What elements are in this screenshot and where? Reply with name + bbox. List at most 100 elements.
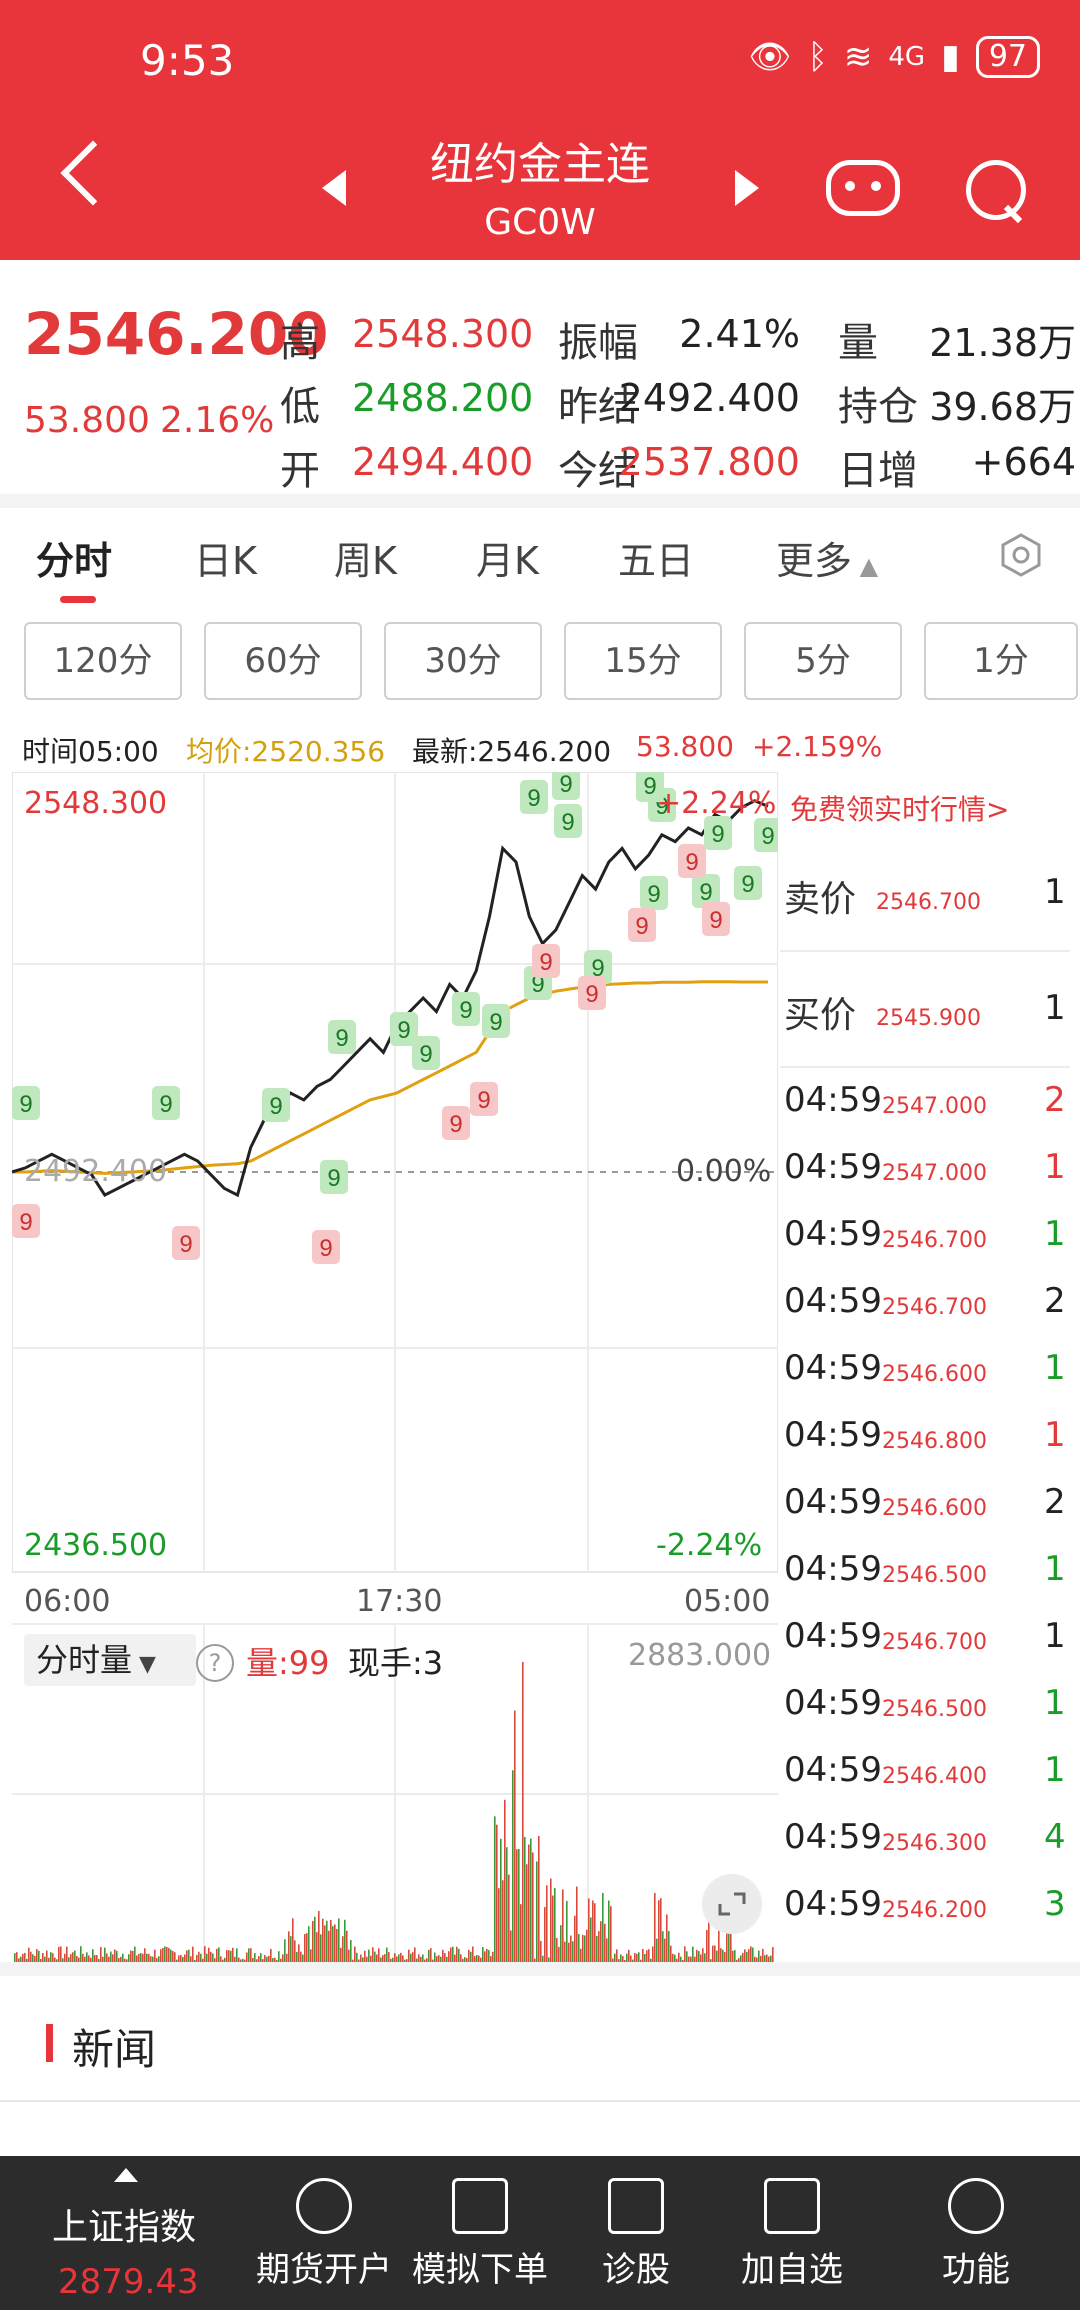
- signal-marker-label: 9: [335, 1025, 348, 1052]
- nav-item-2[interactable]: 诊股: [602, 2250, 670, 2290]
- back-icon[interactable]: [60, 140, 126, 206]
- info-pct: +2.159%: [752, 730, 883, 763]
- volume-bar: [148, 1953, 150, 1962]
- volume-bar: [490, 1956, 492, 1962]
- tab-3[interactable]: 月K: [476, 530, 539, 585]
- volume-bar: [478, 1955, 480, 1962]
- nav-item-4[interactable]: 功能: [942, 2250, 1010, 2290]
- quote-label: 持仓: [838, 384, 918, 430]
- period-button[interactable]: 15分: [564, 622, 722, 700]
- volume-bar: [602, 1892, 604, 1962]
- signal-marker-label: 9: [741, 871, 754, 898]
- volume-bar: [248, 1948, 250, 1962]
- expand-up-icon[interactable]: [114, 2168, 138, 2182]
- volume-bar: [438, 1955, 440, 1962]
- tab-1[interactable]: 日K: [194, 530, 257, 585]
- tab-2[interactable]: 周K: [334, 530, 397, 585]
- signal-marker: [754, 818, 778, 852]
- price-line: [12, 799, 769, 1198]
- search-icon[interactable]: [966, 160, 1026, 220]
- volume-bar: [534, 1958, 536, 1962]
- volume-bar: [394, 1953, 396, 1962]
- period-button[interactable]: 30分: [384, 622, 542, 700]
- volume-type-select[interactable]: 分时量 ▼: [24, 1634, 196, 1686]
- volume-bar: [230, 1950, 232, 1962]
- volume-bar: [440, 1956, 442, 1962]
- volume-bar: [354, 1946, 356, 1962]
- prev-contract-icon[interactable]: [322, 170, 346, 206]
- fullscreen-button[interactable]: [702, 1874, 762, 1934]
- volume-bar: [664, 1938, 666, 1962]
- volume-bar: [686, 1951, 688, 1962]
- volume-bar: [90, 1957, 92, 1962]
- volume-bar: [198, 1951, 200, 1962]
- nav-item-3[interactable]: 加自选: [741, 2250, 843, 2290]
- volume-bar: [446, 1956, 448, 1962]
- volume-bar: [508, 1874, 510, 1962]
- volume-bar: [344, 1919, 346, 1962]
- volume-bar: [656, 1938, 658, 1962]
- volume-bar: [210, 1951, 212, 1962]
- signal-marker: [452, 992, 480, 1026]
- volume-bar: [532, 1852, 534, 1962]
- signal-marker: [262, 1088, 290, 1122]
- tick-price: 2546.300: [882, 1831, 987, 1856]
- period-button[interactable]: 5分: [744, 622, 902, 700]
- volume-bar: [548, 1957, 550, 1962]
- volume-bar: [404, 1959, 406, 1962]
- volume-bar: [86, 1952, 88, 1962]
- volume-bar: [262, 1959, 264, 1962]
- signal-marker: [702, 902, 730, 936]
- volume-bar: [634, 1953, 636, 1962]
- tick-price: 2546.800: [882, 1429, 987, 1454]
- volume-bar: [98, 1958, 100, 1962]
- volume-bar: [56, 1959, 58, 1962]
- tab-0[interactable]: 分时: [36, 530, 112, 585]
- volume-bar: [328, 1930, 330, 1962]
- settings-hex-icon[interactable]: [998, 532, 1044, 578]
- volume-bar: [512, 1770, 514, 1962]
- volume-bar: [92, 1949, 94, 1962]
- volume-bar: [398, 1954, 400, 1962]
- index-name[interactable]: 上证指数: [52, 2207, 197, 2248]
- tab-more[interactable]: 更多 ▲: [776, 530, 878, 585]
- volume-bar: [500, 1838, 502, 1962]
- volume-bar: [240, 1959, 242, 1962]
- volume-bar: [280, 1958, 282, 1962]
- robot-assistant-icon[interactable]: [826, 160, 900, 216]
- time-label-mid: 17:30: [356, 1584, 443, 1619]
- volume-bar: [542, 1955, 544, 1962]
- volume-bar: [730, 1920, 732, 1962]
- volume-bar: [588, 1898, 590, 1962]
- help-icon[interactable]: ?: [196, 1644, 234, 1682]
- volume-bar: [600, 1921, 602, 1962]
- volume-bar: [214, 1958, 216, 1962]
- volume-bar: [636, 1953, 638, 1962]
- volume-bar: [368, 1949, 370, 1962]
- news-heading: 新闻: [72, 2025, 157, 2074]
- next-contract-icon[interactable]: [735, 170, 759, 206]
- period-button[interactable]: 120分: [24, 622, 182, 700]
- volume-bar: [646, 1950, 648, 1962]
- volume-bar: [298, 1944, 300, 1962]
- signal-marker-label: 9: [159, 1091, 172, 1118]
- tick-price: 2546.500: [882, 1697, 987, 1722]
- signal-marker: [320, 1160, 348, 1194]
- volume-bar: [384, 1954, 386, 1962]
- volume-bar: [14, 1953, 16, 1962]
- realtime-quote-link[interactable]: 免费领实时行情>: [790, 793, 1010, 826]
- volume-bar: [322, 1918, 324, 1962]
- volume-bar: [288, 1931, 290, 1962]
- volume-bar: [744, 1949, 746, 1962]
- divider: [780, 1066, 1070, 1068]
- volume-bar: [414, 1947, 416, 1962]
- tick-volume: 1: [1044, 1683, 1066, 1723]
- period-button[interactable]: 60分: [204, 622, 362, 700]
- divider: [780, 950, 1070, 952]
- volume-bar: [732, 1950, 734, 1962]
- nav-item-1[interactable]: 模拟下单: [412, 2250, 548, 2290]
- period-button[interactable]: 1分: [924, 622, 1078, 700]
- tab-4[interactable]: 五日: [618, 530, 694, 585]
- nav-item-0[interactable]: 期货开户: [256, 2250, 392, 2290]
